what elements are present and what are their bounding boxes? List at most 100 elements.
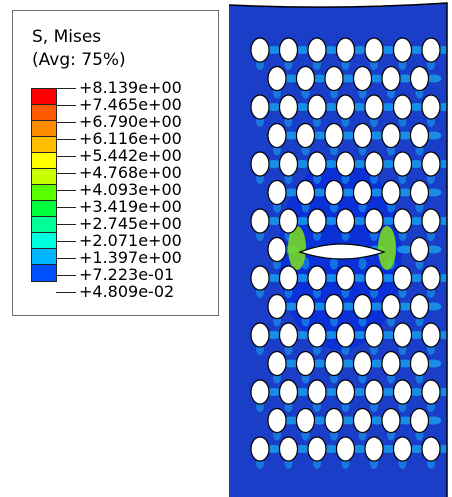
stress-ligament [368,416,385,425]
stress-ligament [380,160,396,168]
legend-swatch [32,249,56,265]
stress-ligament [340,131,356,140]
stress-ligament [351,274,368,282]
legend-value-label: +4.093e+00 [79,180,182,199]
hole [335,436,356,462]
legend-value-label: +4.768e+00 [79,163,182,182]
stress-ligament [380,331,396,339]
hole [324,122,344,149]
stress-ligament [380,46,396,54]
hole [364,436,384,462]
legend-value-label: +5.442e+00 [79,146,182,165]
stress-ligament [351,388,368,396]
high-stress-zone [288,226,306,270]
stress-ligament [323,103,339,111]
hole [335,208,356,234]
legend-swatch [32,201,56,217]
stress-ligament [351,217,368,225]
stress-ligament [397,302,413,311]
stress-ligament [397,188,413,197]
legend-tick [56,156,76,157]
hole [307,322,327,348]
legend-tick [56,275,76,276]
hole [307,208,327,234]
legend-value-label: +1.397e+00 [79,248,182,267]
stress-ligament [397,245,413,254]
hole [307,151,327,177]
hole [381,293,401,320]
hole [324,407,344,434]
stress-ligament [380,103,396,111]
hole [295,350,316,377]
stress-ligament [294,331,311,339]
stress-ligament [425,74,442,83]
hole [409,122,430,149]
stress-ligament [425,416,442,425]
stress-ligament [311,302,328,311]
legend-tick [56,173,76,174]
stress-ligament [368,302,385,311]
stress-ligament [437,331,447,339]
stress-ligament [380,217,396,225]
hole [421,151,441,177]
stress-ligament [294,160,311,168]
stress-ligament [368,74,385,83]
hole [392,265,413,291]
stress-ligament [294,103,311,111]
hole [352,350,373,377]
hole [278,379,299,405]
hole [278,265,299,291]
legend-swatch [32,121,56,137]
stress-ligament [368,131,385,140]
hole [250,265,270,291]
hole [267,236,287,263]
hole [392,94,413,120]
stress-ligament [294,388,311,396]
hole [278,208,299,234]
stress-ligament [311,74,328,83]
hole [295,179,316,206]
stress-ligament [323,445,339,453]
stress-ligament [425,302,442,311]
hole [295,122,316,149]
hole [335,151,356,177]
legend-tick [56,190,76,191]
hole [267,293,287,320]
stress-ligament [266,331,282,339]
stress-ligament [311,188,328,197]
stress-ligament [408,445,425,453]
hole [364,322,384,348]
hole [307,436,327,462]
legend-value-label: +7.465e+00 [79,95,182,114]
color-scale [31,88,57,282]
hole [250,208,270,234]
hole [278,436,299,462]
hole [295,407,316,434]
legend-swatch [32,265,56,281]
legend-tick [56,292,76,293]
stress-ligament [397,131,413,140]
stress-ligament [380,274,396,282]
stress-ligament [397,359,413,368]
legend-tick [56,88,76,89]
stress-ligament [283,188,299,197]
legend-swatch [32,105,56,121]
legend-value-label: +2.745e+00 [79,214,182,233]
stress-ligament [266,160,282,168]
hole [278,94,299,120]
stress-ligament [323,331,339,339]
stress-ligament [294,274,311,282]
legend-tick [56,105,76,106]
stress-ligament [437,388,447,396]
stress-ligament [425,131,442,140]
hole [421,436,441,462]
hole [392,37,413,63]
stress-ligament [408,388,425,396]
hole [392,322,413,348]
stress-ligament [425,359,442,368]
legend-tick [56,207,76,208]
hole [267,122,287,149]
stress-ligament [323,217,339,225]
stress-ligament [266,217,282,225]
